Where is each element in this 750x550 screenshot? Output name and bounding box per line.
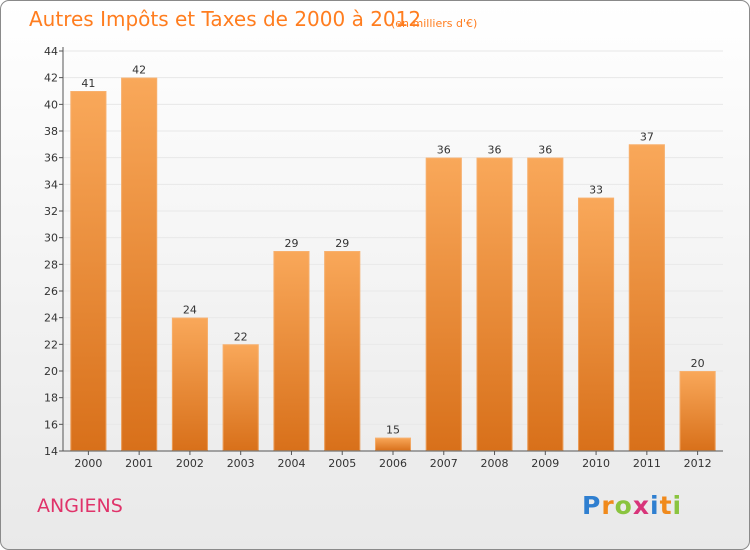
- value-label: 24: [183, 304, 197, 317]
- y-tick-label: 32: [44, 205, 58, 218]
- value-label: 41: [81, 77, 95, 90]
- bar-2011: [628, 144, 665, 452]
- bar-2002: [171, 317, 208, 451]
- x-tick-label: 2003: [227, 457, 255, 470]
- value-label: 42: [132, 64, 146, 77]
- value-label: 20: [691, 357, 705, 370]
- bars: [70, 77, 716, 452]
- logo-letter: i: [672, 491, 683, 520]
- x-tick-label: 2002: [176, 457, 204, 470]
- y-tick-label: 30: [44, 232, 58, 245]
- value-label: 36: [437, 144, 451, 157]
- x-tick-label: 2004: [277, 457, 305, 470]
- y-tick-label: 26: [44, 285, 58, 298]
- y-tick-label: 44: [44, 45, 58, 58]
- bar-2007: [425, 157, 462, 451]
- x-tick-label: 2008: [481, 457, 509, 470]
- gridlines: [63, 50, 723, 425]
- bar-2008: [476, 157, 513, 451]
- y-tick-label: 42: [44, 72, 58, 85]
- value-labels: 41 42 24 22 29 29 15 36 36 36 33 37 20: [81, 64, 704, 437]
- logo-letter: P: [582, 491, 602, 520]
- bar-2010: [578, 197, 615, 451]
- logo-letter: o: [614, 491, 633, 520]
- y-tick-label: 34: [44, 178, 58, 191]
- y-tick-label: 16: [44, 418, 58, 431]
- value-label: 22: [234, 330, 248, 343]
- value-label: 29: [335, 237, 349, 250]
- value-label: 37: [640, 130, 654, 143]
- y-tick-label: 24: [44, 312, 58, 325]
- bar-2005: [324, 251, 361, 451]
- value-label: 36: [538, 144, 552, 157]
- y-tick-label: 22: [44, 338, 58, 351]
- x-tick-label: 2000: [74, 457, 102, 470]
- logo-letter: x: [632, 491, 650, 520]
- logo-letter: t: [659, 491, 673, 520]
- x-tick-label: 2009: [531, 457, 559, 470]
- y-tick-label: 28: [44, 258, 58, 271]
- y-tick-label: 38: [44, 125, 58, 138]
- logo-letter: r: [601, 491, 615, 520]
- bar-2009: [527, 157, 564, 451]
- x-tick-label: 2011: [633, 457, 661, 470]
- y-tick-label: 40: [44, 98, 58, 111]
- bar-2003: [222, 344, 259, 451]
- commune-name: ANGIENS: [37, 495, 123, 517]
- x-tick-label: 2006: [379, 457, 407, 470]
- value-label: 29: [284, 237, 298, 250]
- x-tick-label: 2001: [125, 457, 153, 470]
- value-label: 33: [589, 184, 603, 197]
- x-tick-label: 2007: [430, 457, 458, 470]
- x-tick-label: 2005: [328, 457, 356, 470]
- chart-subtitle: (en milliers d'€): [391, 17, 478, 30]
- y-tick-label: 20: [44, 365, 58, 378]
- proxiti-logo: Proxiti: [582, 491, 682, 520]
- bar-2000: [70, 91, 107, 451]
- y-tick-label: 14: [44, 445, 58, 458]
- x-tick-label: 2012: [684, 457, 712, 470]
- value-label: 36: [488, 144, 502, 157]
- bar-2001: [121, 77, 158, 452]
- axes: 14 16 18 20 22 24 26 28 30 32 34 36 38 40 42 44 2000 2001…: [44, 45, 723, 470]
- y-tick-label: 18: [44, 392, 58, 405]
- x-tick-label: 2010: [582, 457, 610, 470]
- bar-2006: [375, 437, 411, 451]
- y-tick-label: 36: [44, 152, 58, 165]
- chart-title: Autres Impôts et Taxes de 2000 à 2012: [29, 7, 422, 31]
- bar-2012: [679, 371, 716, 451]
- value-label: 15: [386, 424, 400, 437]
- logo-letter: i: [650, 491, 660, 520]
- bar-2004: [273, 251, 310, 451]
